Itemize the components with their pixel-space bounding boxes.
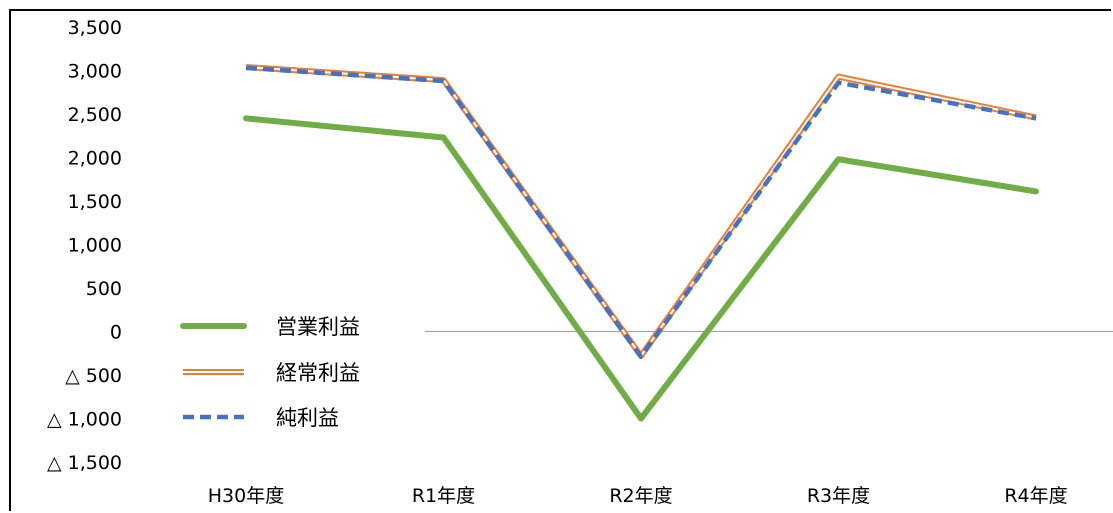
- series-line-1: [243, 115, 1039, 422]
- series-layer: [243, 64, 1039, 422]
- y-tick-label: 0: [110, 322, 122, 344]
- x-tick-label: R3年度: [807, 485, 870, 507]
- x-tick-label: H30年度: [208, 485, 284, 507]
- y-axis-tick-labels: 3,500 3,000 2,500 2,000 1,500 1,000 500 0 △ 500 △…: [47, 17, 122, 474]
- y-tick-label: △ 1,500: [47, 452, 122, 474]
- series-line-3: [245, 65, 1037, 359]
- series-line-2: [245, 64, 1037, 359]
- x-axis-tick-labels: H30年度 R1年度 R2年度 R3年度 R4年度: [208, 485, 1068, 507]
- legend-label: 営業利益: [276, 315, 360, 339]
- legend-label: 純利益: [276, 406, 339, 430]
- y-tick-label: 500: [86, 278, 122, 300]
- series-line-2-outer: [245, 64, 1037, 359]
- legend-label: 経常利益: [276, 361, 360, 385]
- x-tick-label: R1年度: [412, 485, 475, 507]
- y-tick-label: △ 1,000: [47, 409, 122, 431]
- series-line-2-inner: [245, 66, 1037, 357]
- x-tick-label: R2年度: [609, 485, 672, 507]
- x-tick-label: R4年度: [1004, 485, 1067, 507]
- y-tick-label: 3,000: [68, 61, 122, 83]
- chart-frame: [9, 9, 1111, 511]
- y-tick-label: △ 500: [65, 365, 122, 387]
- y-tick-label: 1,000: [68, 235, 122, 257]
- y-tick-label: 2,500: [68, 104, 122, 126]
- y-tick-label: 2,000: [68, 148, 122, 170]
- y-tick-label: 3,500: [68, 17, 122, 39]
- y-tick-label: 1,500: [68, 191, 122, 213]
